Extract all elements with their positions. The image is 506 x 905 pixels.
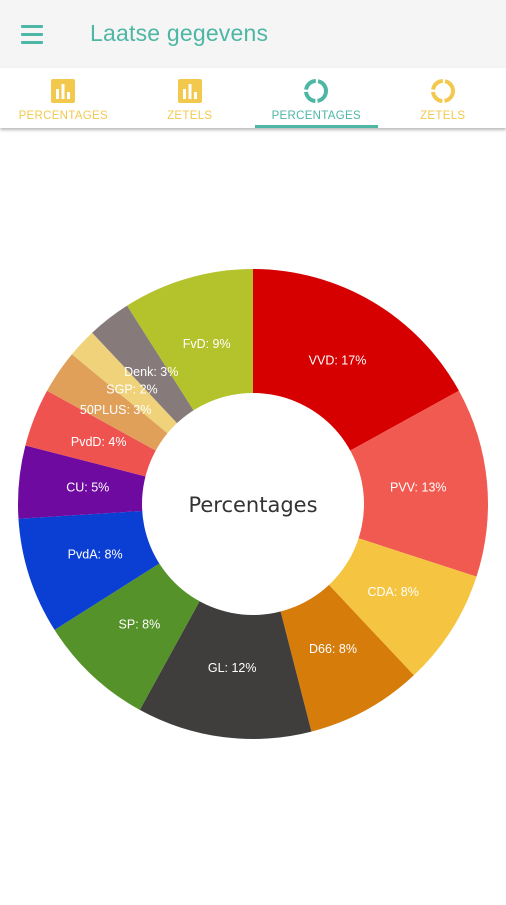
- tab-zetels-donut[interactable]: ZETELS: [380, 68, 506, 128]
- menu-icon-line: [21, 25, 43, 28]
- slice-label-gl: GL: 12%: [208, 661, 257, 675]
- tab-percentages-bar[interactable]: PERCENTAGES: [0, 68, 127, 128]
- tab-label: ZETELS: [167, 110, 212, 122]
- slice-label-vvd: VVD: 17%: [309, 353, 367, 367]
- slice-label-50plus: 50PLUS: 3%: [80, 403, 152, 417]
- tab-label: PERCENTAGES: [19, 110, 108, 122]
- tab-zetels-bar[interactable]: ZETELS: [127, 68, 254, 128]
- donut-chart: VVD: 17% PVV: 13% CDA: 8% D66: 8% GL: 12% SP:…: [0, 128, 506, 900]
- tab-bar: PERCENTAGES ZETELS PERCENTAGES ZETELS: [0, 68, 506, 128]
- slice-label-d66: D66: 8%: [309, 642, 357, 656]
- chart-center-label: Percentages: [188, 493, 317, 517]
- slice-label-cu: CU: 5%: [66, 481, 109, 495]
- bar-chart-icon: [177, 78, 203, 104]
- slice-label-pvv: PVV: 13%: [390, 481, 447, 495]
- slice-label-pvda: PvdA: 8%: [68, 548, 123, 562]
- slice-label-cda: CDA: 8%: [367, 585, 418, 599]
- page-title: Laatse gegevens: [90, 20, 268, 47]
- donut-chart-icon: [303, 78, 329, 104]
- app-bar: Laatse gegevens: [0, 0, 506, 68]
- chart-area: VVD: 17% PVV: 13% CDA: 8% D66: 8% GL: 12% SP:…: [0, 128, 506, 900]
- tab-label: PERCENTAGES: [272, 110, 361, 122]
- tab-percentages-donut[interactable]: PERCENTAGES: [253, 68, 380, 128]
- slice-label-sgp: SGP: 2%: [106, 383, 157, 397]
- slice-label-denk: Denk: 3%: [124, 365, 178, 379]
- menu-icon-line: [21, 33, 43, 36]
- slice-label-pvdd: PvdD: 4%: [71, 435, 127, 449]
- menu-icon-line: [21, 41, 43, 44]
- slice-label-sp: SP: 8%: [119, 617, 161, 631]
- menu-icon[interactable]: [10, 14, 54, 54]
- donut-chart-icon: [430, 78, 456, 104]
- slice-label-fvd: FvD: 9%: [183, 337, 231, 351]
- tab-label: ZETELS: [420, 110, 465, 122]
- bar-chart-icon: [50, 78, 76, 104]
